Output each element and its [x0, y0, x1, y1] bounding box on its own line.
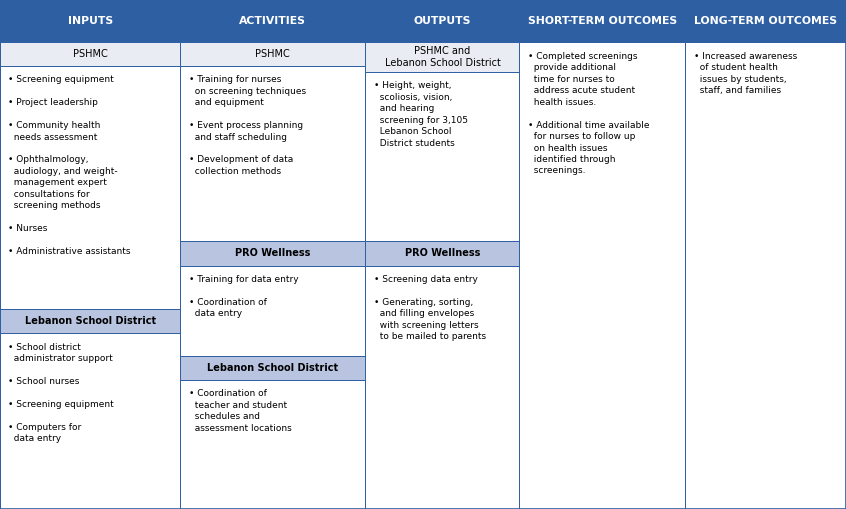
Text: Lebanon School District: Lebanon School District: [207, 363, 338, 373]
Bar: [0, 333, 180, 509]
Bar: [180, 380, 365, 509]
Bar: [365, 241, 519, 266]
Bar: [365, 0, 519, 42]
Bar: [0, 66, 180, 309]
Text: • Screening equipment

• Project leadership

• Community health
  needs assessme: • Screening equipment • Project leadersh…: [8, 75, 131, 256]
Text: INPUTS: INPUTS: [68, 16, 113, 26]
Bar: [0, 42, 180, 66]
Bar: [685, 42, 846, 509]
Text: • Completed screenings
  provide additional
  time for nurses to
  address acute: • Completed screenings provide additiona…: [528, 52, 650, 176]
Text: • Training for data entry

• Coordination of
  data entry: • Training for data entry • Coordination…: [189, 275, 299, 318]
Bar: [180, 66, 365, 241]
Bar: [180, 0, 365, 42]
Bar: [180, 241, 365, 266]
Bar: [365, 42, 519, 72]
Bar: [180, 42, 365, 66]
Text: PSHMC: PSHMC: [73, 49, 107, 59]
Text: ACTIVITIES: ACTIVITIES: [239, 16, 306, 26]
Text: PSHMC: PSHMC: [255, 49, 290, 59]
Text: OUTPUTS: OUTPUTS: [414, 16, 471, 26]
Bar: [0, 309, 180, 333]
Bar: [180, 266, 365, 356]
Text: PRO Wellness: PRO Wellness: [404, 248, 481, 259]
Text: PSHMC and
Lebanon School District: PSHMC and Lebanon School District: [385, 46, 500, 68]
Text: PRO Wellness: PRO Wellness: [235, 248, 310, 259]
Text: • School district
  administrator support

• School nurses

• Screening equipmen: • School district administrator support …: [8, 343, 114, 443]
Bar: [685, 0, 846, 42]
Bar: [0, 0, 180, 42]
Bar: [180, 356, 365, 380]
Text: • Training for nurses
  on screening techniques
  and equipment

• Event process: • Training for nurses on screening techn…: [189, 75, 305, 176]
Text: SHORT-TERM OUTCOMES: SHORT-TERM OUTCOMES: [528, 16, 677, 26]
Text: • Screening data entry

• Generating, sorting,
  and filling envelopes
  with sc: • Screening data entry • Generating, sor…: [374, 275, 486, 341]
Bar: [365, 266, 519, 509]
Text: Lebanon School District: Lebanon School District: [25, 316, 156, 326]
Bar: [365, 72, 519, 241]
Text: • Increased awareness
  of student health
  issues by students,
  staff, and fam: • Increased awareness of student health …: [694, 52, 797, 95]
Text: LONG-TERM OUTCOMES: LONG-TERM OUTCOMES: [694, 16, 838, 26]
Text: • Height, weight,
  scoliosis, vision,
  and hearing
  screening for 3,105
  Leb: • Height, weight, scoliosis, vision, and…: [374, 81, 468, 148]
Text: • Coordination of
  teacher and student
  schedules and
  assessment locations: • Coordination of teacher and student sc…: [189, 389, 291, 433]
Bar: [519, 0, 685, 42]
Bar: [519, 42, 685, 509]
